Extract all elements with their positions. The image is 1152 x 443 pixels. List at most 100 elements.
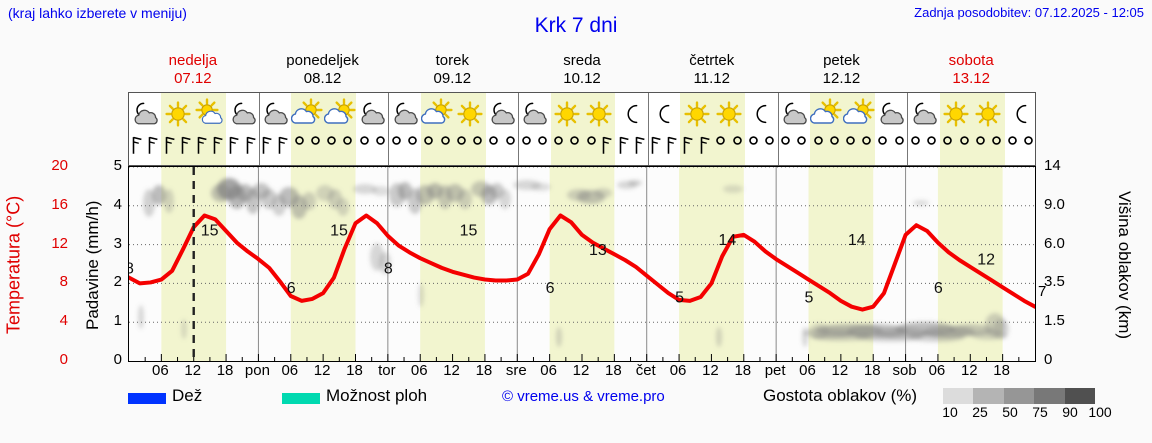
moon-cloud-icon xyxy=(227,95,259,135)
temperature-label-5: 15 xyxy=(460,223,478,240)
cloudheight-axis-ticks: 14 9.0 6.0 3.5 1.5 0 7 xyxy=(1038,157,1090,368)
time-tick-20: 06 xyxy=(799,362,816,379)
wind-calm-icon xyxy=(770,135,802,161)
cloudheight-axis-title: Višina oblakov (km) xyxy=(1115,190,1134,340)
moon-icon xyxy=(616,95,648,135)
temperature-label-11: 14 xyxy=(848,232,866,249)
time-tick-19: pet xyxy=(764,362,786,379)
temperature-label-8: 5 xyxy=(675,290,684,307)
moon-cloud-icon xyxy=(908,95,940,135)
wind-calm-icon xyxy=(997,135,1029,161)
wind-calm-icon xyxy=(851,135,883,161)
wind-calm-icon xyxy=(397,135,429,161)
wind-barb-icon xyxy=(251,135,283,161)
wind-calm-icon xyxy=(899,135,931,161)
wind-calm-icon xyxy=(332,135,364,161)
day-separator-5 xyxy=(777,93,779,165)
wind-calm-icon xyxy=(867,135,899,161)
time-tick-9: 12 xyxy=(443,362,460,379)
cloud-density-field xyxy=(138,178,1009,347)
moon-cloud-icon xyxy=(518,95,550,135)
time-tick-10: 18 xyxy=(475,362,493,379)
time-tick-8: 06 xyxy=(410,362,428,379)
wind-calm-icon xyxy=(818,135,850,161)
moon-icon xyxy=(745,95,777,135)
wind-barb-icon xyxy=(235,135,267,161)
moon-cloud-icon xyxy=(778,95,810,135)
daylight-band-6 xyxy=(939,93,1005,165)
day-date: 13.12 xyxy=(952,70,990,87)
density-tick-1: 25 xyxy=(972,404,988,420)
cloudheight-tick-2: 6.0 xyxy=(1044,234,1065,252)
time-tick-17: 12 xyxy=(702,362,719,379)
time-tick-13: 12 xyxy=(572,362,590,379)
sun-icon xyxy=(454,95,486,135)
moon-cloud-icon xyxy=(129,95,161,135)
time-tick-4: 06 xyxy=(281,362,299,379)
wind-barb-icon xyxy=(591,135,623,161)
day-date: 07.12 xyxy=(174,70,212,87)
copyright-text[interactable]: © vreme.us & vreme.pro xyxy=(502,388,665,405)
time-tick-16: 06 xyxy=(669,362,687,379)
day-date: 09.12 xyxy=(433,70,472,87)
density-tick-5: 100 xyxy=(1088,404,1112,420)
day-heading-1: ponedeljek 08.12 xyxy=(258,52,388,90)
cloudheight-tick-0: 14 xyxy=(1044,157,1061,174)
day-date: 08.12 xyxy=(303,70,342,87)
time-tick-21: 12 xyxy=(831,362,849,379)
wind-calm-icon xyxy=(559,135,591,161)
temperature-label-9: 14 xyxy=(718,232,736,249)
wind-calm-icon xyxy=(737,135,769,161)
day-name: četrtek xyxy=(689,52,735,69)
density-swatch-2 xyxy=(1003,388,1035,404)
time-tick-15: čet xyxy=(635,362,656,379)
day-name: petek xyxy=(823,52,860,69)
wind-calm-icon xyxy=(964,135,996,161)
wind-calm-icon xyxy=(445,135,477,161)
wind-calm-icon xyxy=(835,135,867,161)
precipitation-tick-2: 3 xyxy=(113,234,122,252)
wind-barb-icon xyxy=(137,135,169,161)
cloud-sun-icon xyxy=(291,95,323,135)
day-date: 10.12 xyxy=(563,70,601,87)
wind-calm-icon xyxy=(721,135,753,161)
cloudheight-tick-3: 3.5 xyxy=(1044,273,1065,291)
time-tick-5: 12 xyxy=(313,362,331,379)
time-tick-3: pon xyxy=(244,362,270,379)
temperature-line xyxy=(129,213,1035,312)
density-swatch-4 xyxy=(1064,388,1096,404)
temperature-label-7: 13 xyxy=(589,242,607,259)
temperature-label-12: 6 xyxy=(934,280,943,297)
day-heading-3: sreda 10.12 xyxy=(517,52,647,90)
wind-calm-icon xyxy=(413,135,445,161)
wind-barb-icon xyxy=(689,135,721,161)
wind-calm-icon xyxy=(916,135,948,161)
density-tick-3: 75 xyxy=(1032,404,1048,420)
daylight-band-2 xyxy=(420,93,486,165)
temperature-label-3: 15 xyxy=(330,223,348,240)
wind-calm-icon xyxy=(980,135,1012,161)
wind-calm-icon xyxy=(526,135,558,161)
wind-barb-icon xyxy=(656,135,688,161)
time-tick-18: 18 xyxy=(734,362,752,379)
time-tick-6: 18 xyxy=(346,362,363,379)
density-swatch-3 xyxy=(1034,388,1065,404)
precipitation-tick-0: 5 xyxy=(113,157,122,174)
cloud-density-colorbar xyxy=(943,388,1096,404)
density-tick-2: 50 xyxy=(1002,404,1018,420)
wind-calm-icon xyxy=(510,135,542,161)
time-tick-22: 18 xyxy=(863,362,881,379)
last-updated: Zadnja posodobitev: 07.12.2025 - 12:05 xyxy=(914,5,1144,20)
time-tick-11: sre xyxy=(505,362,527,379)
wind-calm-icon xyxy=(543,135,575,161)
precipitation-tick-3: 2 xyxy=(113,273,122,291)
precipitation-tick-5: 0 xyxy=(113,351,122,368)
showers-swatch xyxy=(282,393,320,404)
daylight-band-4 xyxy=(680,93,746,165)
temperature-axis-title: Temperatura (°C) xyxy=(3,195,24,335)
day-heading-2: torek 09.12 xyxy=(387,52,517,90)
wind-calm-icon xyxy=(462,135,494,161)
day-heading-6: sobota 13.12 xyxy=(906,52,1036,90)
wind-calm-icon xyxy=(348,135,380,161)
wind-calm-icon xyxy=(883,135,915,161)
